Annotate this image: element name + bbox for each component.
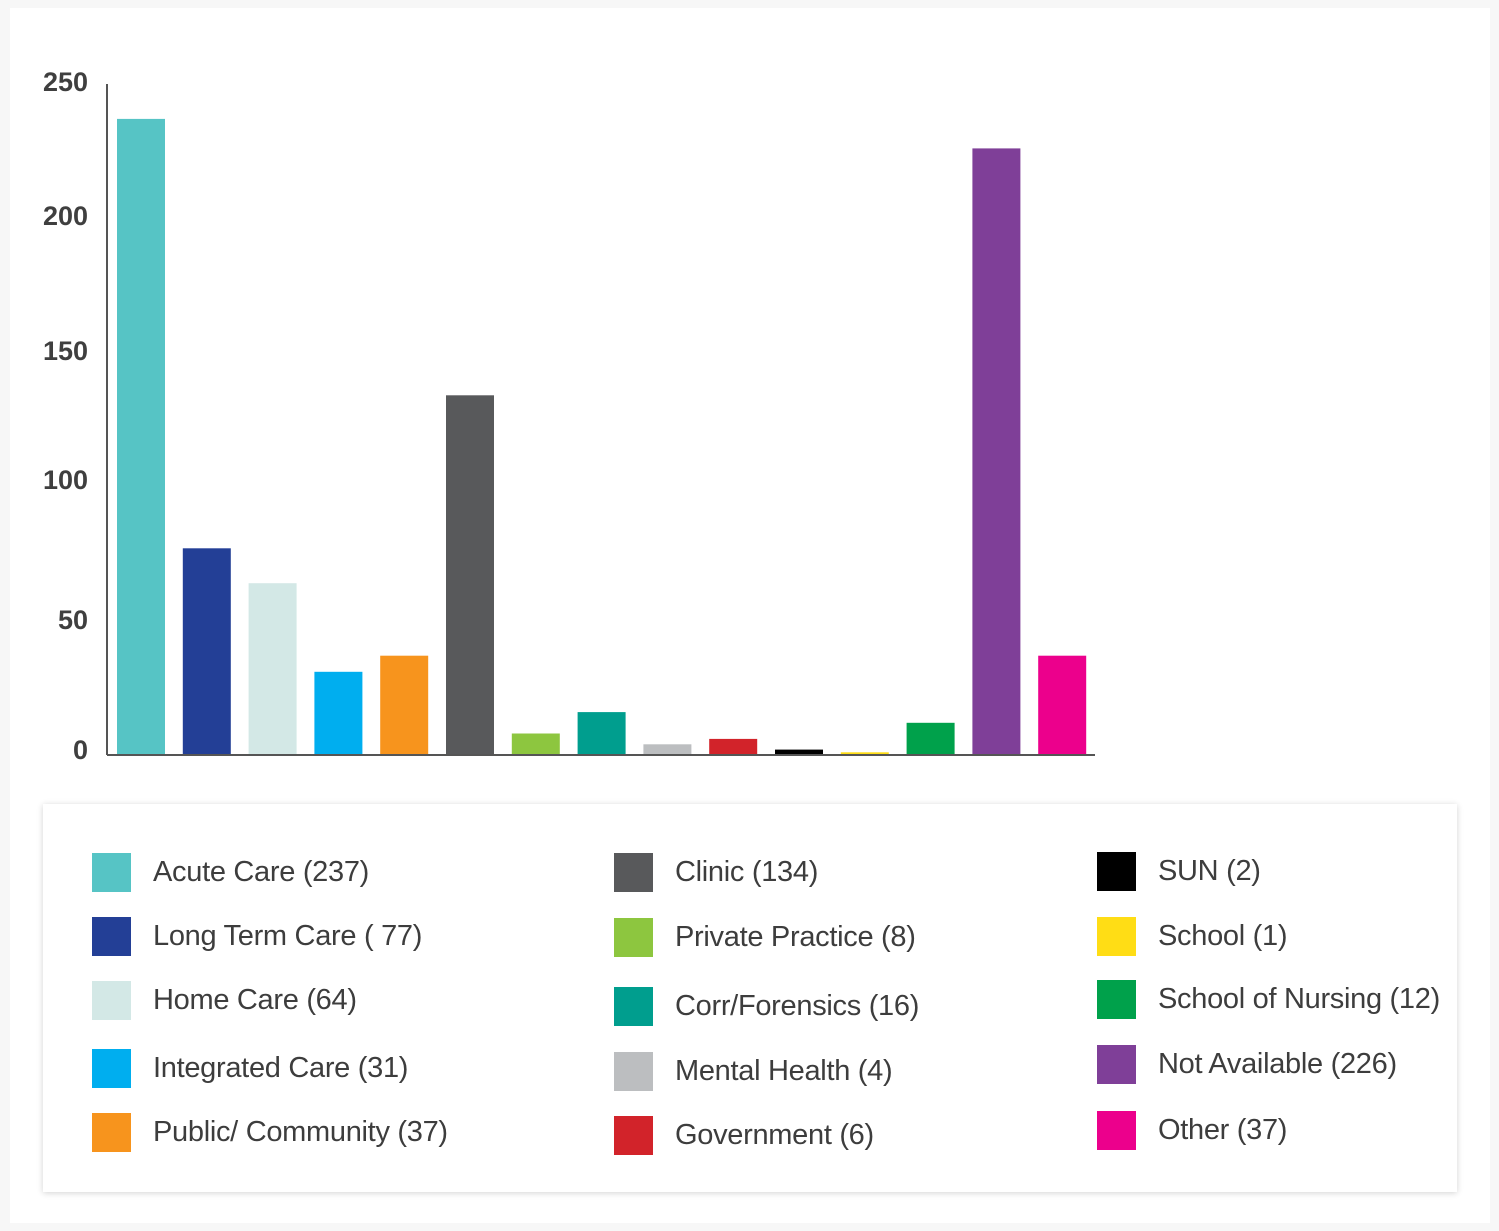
legend-swatch [614,917,653,957]
legend-label: Private Practice (8) [675,920,916,953]
legend-label: Government (6) [675,1118,874,1151]
legend: Acute Care (237) Long Term Care ( 77) Home… [43,804,1457,1192]
bar-government [709,738,758,755]
legend-swatch [92,852,131,892]
bar-not-available [972,148,1021,755]
legend-swatch [92,1048,131,1088]
bar-home-care [248,583,297,755]
legend-label: Corr/Forensics (16) [675,989,920,1022]
legend-swatch [1097,916,1136,956]
bar-mental-health [643,744,692,755]
legend-item: Acute Care (237) [92,852,369,892]
legend-item: Public/ Community (37) [92,1112,448,1152]
legend-item: Integrated Care (31) [92,1048,408,1088]
legend-swatch [92,980,131,1020]
legend-swatch [614,1115,653,1155]
bar-public-community [380,655,429,755]
bar-chart: 0 50 100 150 200 250 [43,67,1095,765]
legend-label: School (1) [1158,919,1288,952]
y-tick-label: 150 [43,336,88,366]
legend-item: School (1) [1097,916,1287,956]
bar-corr-forensics [577,712,626,755]
legend-label: SUN (2) [1158,854,1261,887]
legend-item: Not Available (226) [1097,1044,1397,1084]
legend-label: Mental Health (4) [675,1054,893,1087]
legend-label: Clinic (134) [675,855,819,888]
legend-swatch [92,1112,131,1152]
bar-long-term-care [182,548,231,755]
legend-item: Long Term Care ( 77) [92,916,422,956]
legend-label: Acute Care (237) [153,855,370,888]
legend-swatch [614,852,653,892]
bar-private-practice [511,733,560,755]
bar-other [1038,655,1087,755]
y-tick-label: 50 [58,605,88,635]
y-tick-label: 200 [43,201,88,231]
legend-swatch [1097,851,1136,891]
legend-item: Private Practice (8) [614,917,916,957]
legend-label: Long Term Care ( 77) [153,919,423,952]
legend-label: Integrated Care (31) [153,1051,409,1084]
y-axis-ticks: 0 50 100 150 200 250 [43,67,88,765]
legend-item: Mental Health (4) [614,1051,893,1091]
legend-swatch [1097,979,1136,1019]
y-tick-label: 250 [43,67,88,97]
legend-item: Home Care (64) [92,980,357,1020]
legend-label: Not Available (226) [1158,1047,1397,1080]
legend-swatch [614,986,653,1026]
legend-label: Home Care (64) [153,983,357,1016]
y-tick-label: 0 [73,735,88,765]
bar-clinic [446,395,494,755]
legend-label: School of Nursing (12) [1158,982,1440,1015]
legend-item: SUN (2) [1097,851,1261,891]
legend-swatch [1097,1110,1136,1150]
legend-swatch [1097,1044,1136,1084]
bar-sun [775,749,823,755]
legend-label: Other (37) [1158,1113,1288,1146]
bar-integrated-care [314,671,363,755]
bars-layer [117,118,1087,755]
y-tick-label: 100 [43,465,88,495]
legend-label: Public/ Community (37) [153,1115,448,1148]
legend-swatch [614,1051,653,1091]
legend-item: Corr/Forensics (16) [614,986,919,1026]
legend-item: Clinic (134) [614,852,818,892]
bar-school-of-nursing [906,722,955,755]
legend-swatch [92,916,131,956]
legend-item: Government (6) [614,1115,874,1155]
bar-acute-care [117,118,165,755]
bar-school [840,752,889,755]
legend-item: School of Nursing (12) [1097,979,1440,1019]
legend-item: Other (37) [1097,1110,1287,1150]
